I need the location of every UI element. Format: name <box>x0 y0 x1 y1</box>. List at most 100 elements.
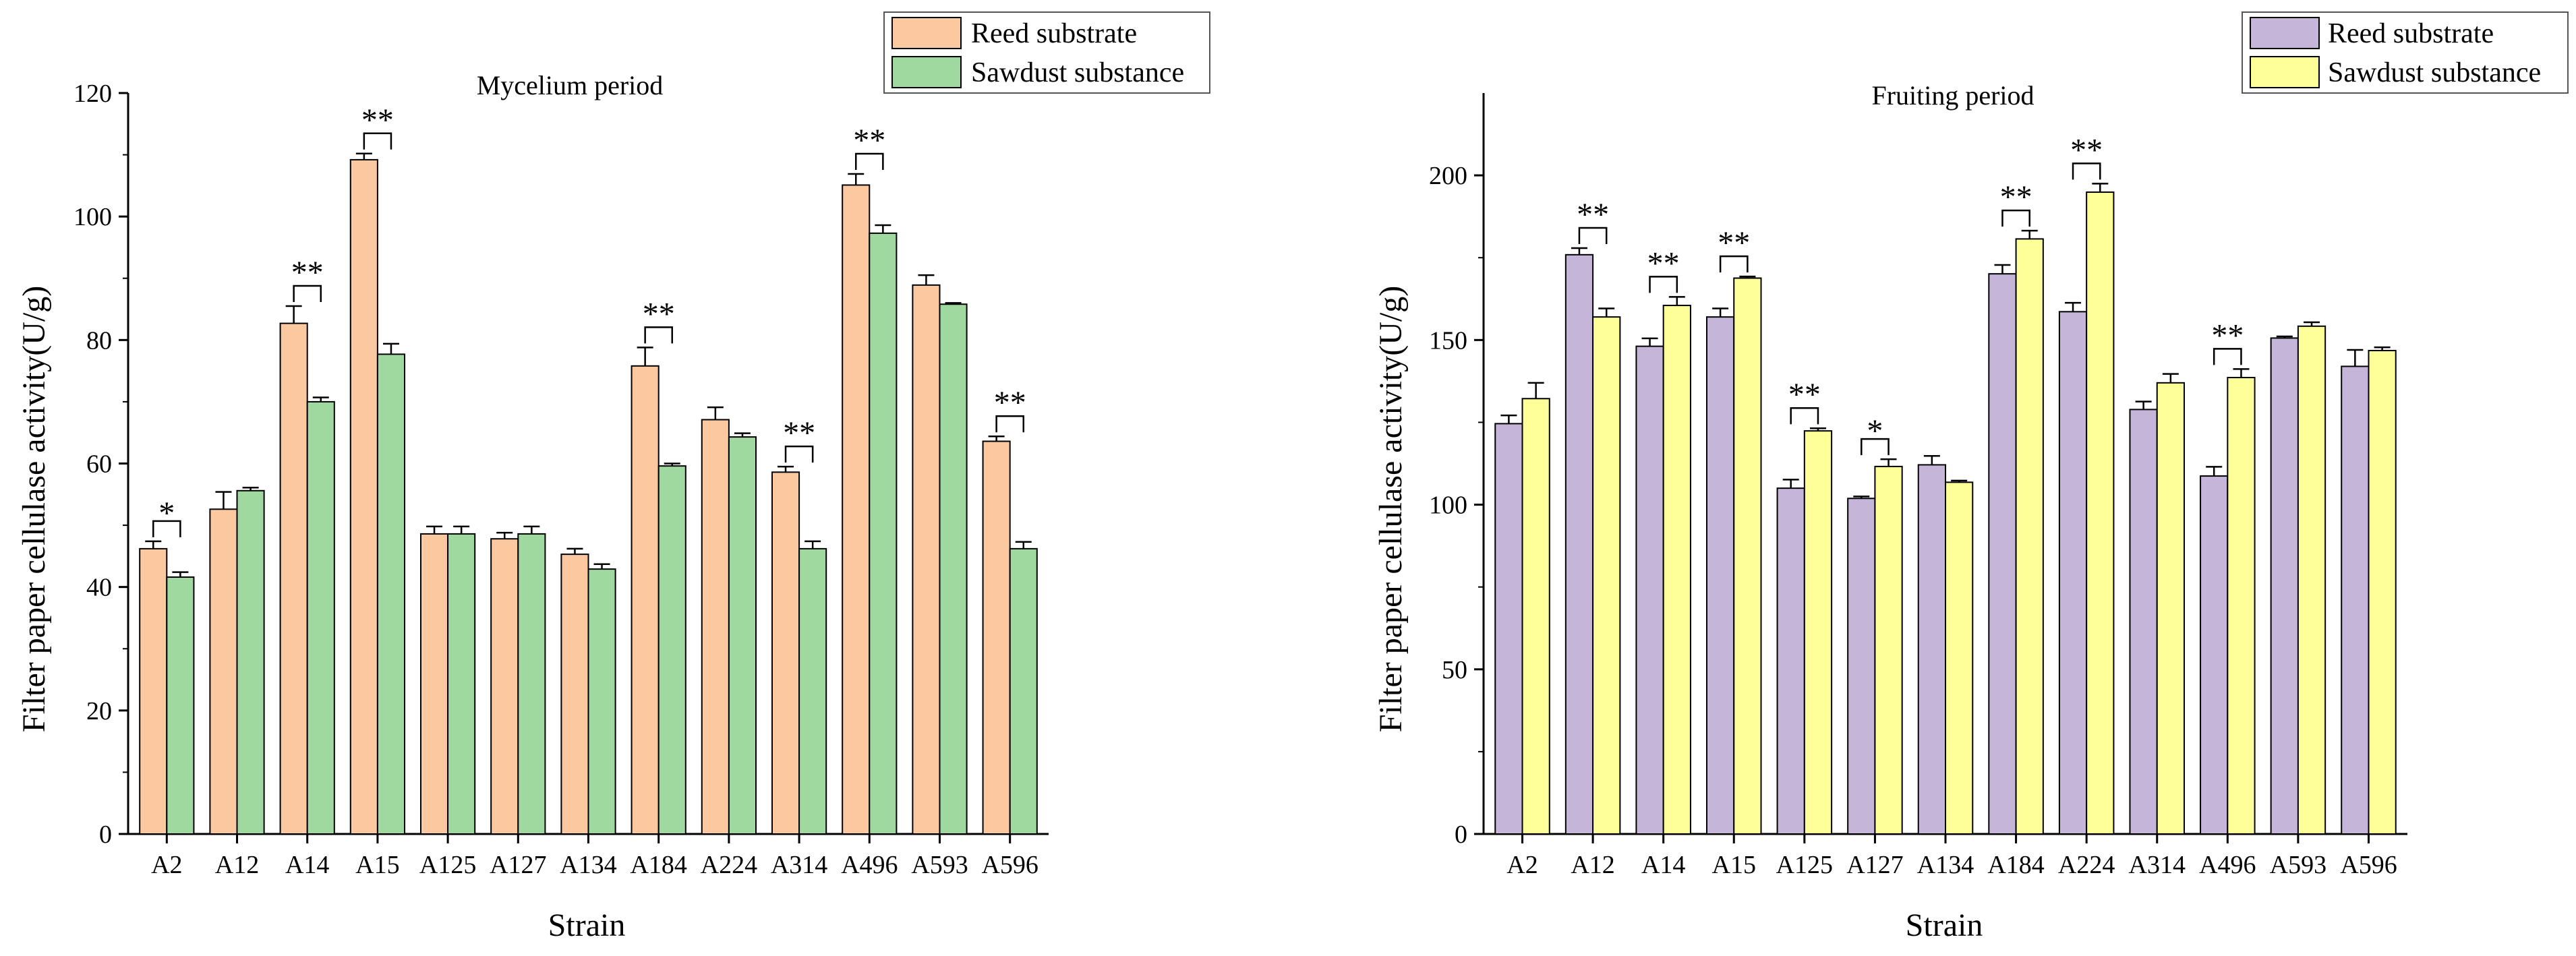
bar-sawdust-a596 <box>1009 547 1038 835</box>
significance-label: ** <box>994 385 1026 421</box>
significance-label: ** <box>2211 318 2244 353</box>
y-tick-label: 20 <box>86 697 112 725</box>
bar-sawdust-a496 <box>869 232 898 835</box>
bar-reed-a127 <box>490 538 519 835</box>
bar-reed-a184 <box>631 365 660 835</box>
bar-sawdust-a14 <box>306 400 335 835</box>
y-axis-title: Filter paper cellulase activity(U/g) <box>1373 286 1409 732</box>
x-tick-label: A134 <box>560 851 616 879</box>
significance-label: ** <box>291 255 324 291</box>
x-tick-label: A224 <box>2058 851 2115 879</box>
significance-label: ** <box>783 415 815 451</box>
bar-reed-a184 <box>1988 273 2017 835</box>
bar-reed-a15 <box>349 158 378 835</box>
significance-bracket <box>1861 438 1890 456</box>
bar-reed-a2 <box>1494 423 1523 835</box>
bar-sawdust-a184 <box>657 465 686 835</box>
bar-reed-a314 <box>2129 409 2158 835</box>
significance-bracket <box>854 152 884 170</box>
x-tick-label: A12 <box>215 851 259 879</box>
x-tick-label: A593 <box>2270 851 2326 879</box>
bar-sawdust-a593 <box>2297 325 2326 835</box>
significance-label: ** <box>361 102 394 138</box>
legend-swatch <box>891 17 962 49</box>
bar-sawdust-a134 <box>1945 481 1974 835</box>
significance-bracket <box>2001 209 2030 227</box>
significance-label: ** <box>1718 225 1750 261</box>
significance-label: ** <box>2070 132 2103 168</box>
bar-reed-a15 <box>1705 316 1735 835</box>
x-tick-label: A224 <box>701 851 757 879</box>
bar-reed-a12 <box>1564 253 1594 835</box>
x-axis-title: Strain <box>1906 907 1983 943</box>
bar-reed-a596 <box>2341 365 2370 835</box>
x-tick-label: A314 <box>2129 851 2186 879</box>
y-tick-label: 200 <box>1429 162 1467 190</box>
x-tick-label: A12 <box>1571 851 1614 879</box>
x-tick-label: A596 <box>981 851 1038 879</box>
x-tick-label: A15 <box>1712 851 1756 879</box>
bar-sawdust-a496 <box>2227 377 2256 835</box>
x-tick-label: A2 <box>151 851 182 879</box>
significance-bracket <box>1578 227 1608 245</box>
y-tick-label: 100 <box>74 203 112 231</box>
bar-sawdust-a15 <box>1733 277 1762 835</box>
x-tick-label: A125 <box>419 851 476 879</box>
significance-label: * <box>1867 413 1883 449</box>
x-tick-label: A14 <box>1641 851 1685 879</box>
x-tick-label: A127 <box>490 851 546 879</box>
significance-bracket <box>784 445 814 463</box>
significance-bracket <box>995 415 1024 433</box>
bar-sawdust-a314 <box>2156 382 2186 835</box>
bar-reed-a12 <box>209 508 238 835</box>
legend-label: Sawdust substance <box>971 57 1184 88</box>
significance-bracket <box>2213 348 2242 365</box>
bar-reed-a314 <box>771 471 800 835</box>
bar-reed-a496 <box>842 184 871 835</box>
x-tick-label: A134 <box>1917 851 1974 879</box>
bar-reed-a125 <box>1776 487 1805 835</box>
significance-label: ** <box>1647 245 1680 281</box>
bar-sawdust-a2 <box>166 576 195 835</box>
x-tick-label: A2 <box>1506 851 1538 879</box>
bar-sawdust-a125 <box>447 533 476 835</box>
x-axis-title: Strain <box>548 907 626 943</box>
significance-label: ** <box>2000 179 2032 215</box>
significance-bracket <box>644 326 674 344</box>
legend-label: Sawdust substance <box>2328 57 2541 88</box>
panel-title: Fruiting period <box>1871 80 2034 111</box>
bar-sawdust-a184 <box>2015 238 2044 835</box>
bar-sawdust-a314 <box>798 547 827 835</box>
bar-reed-a596 <box>982 440 1011 835</box>
mycelium-period-panel: Mycelium period Strain Filter paper cell… <box>16 11 1210 943</box>
bar-sawdust-a127 <box>1874 465 1903 835</box>
bar-reed-a125 <box>419 533 449 835</box>
bar-sawdust-a593 <box>939 303 968 835</box>
legend-label: Reed substrate <box>2328 18 2494 49</box>
bar-reed-a134 <box>560 554 589 835</box>
significance-bracket <box>1649 276 1678 293</box>
significance-label: ** <box>1577 197 1609 233</box>
y-tick-label: 100 <box>1429 491 1467 520</box>
bar-reed-a2 <box>139 547 168 835</box>
significance-label: ** <box>853 123 885 158</box>
bar-sawdust-a224 <box>2086 191 2115 835</box>
y-tick-label: 150 <box>1429 326 1467 355</box>
x-tick-label: A496 <box>2199 851 2256 879</box>
significance-bracket <box>1719 255 1749 273</box>
x-tick-label: A14 <box>285 851 329 879</box>
significance-label: * <box>158 496 175 531</box>
legend-label: Reed substrate <box>971 18 1137 49</box>
y-tick-label: 0 <box>99 820 112 849</box>
bar-sawdust-a14 <box>1662 305 1691 835</box>
bar-sawdust-a15 <box>376 353 406 835</box>
significance-bracket <box>2072 162 2101 180</box>
bar-sawdust-a2 <box>1521 398 1550 835</box>
bar-reed-a224 <box>701 419 730 835</box>
x-tick-label: A184 <box>1987 851 2044 879</box>
x-tick-label: A314 <box>771 851 827 879</box>
bar-sawdust-a596 <box>2368 349 2397 835</box>
x-tick-label: A596 <box>2340 851 2397 879</box>
x-tick-label: A496 <box>841 851 898 879</box>
